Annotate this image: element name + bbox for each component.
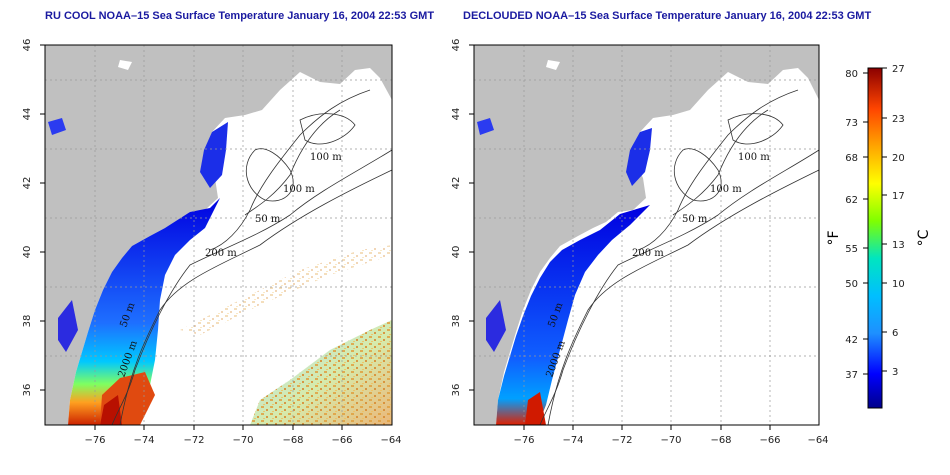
left-lon-tick: −64	[380, 435, 401, 446]
colorbar-c-tick: 17	[892, 191, 905, 202]
left-lat-tick: 36	[22, 384, 33, 397]
colorbar-c-tick: 27	[892, 64, 905, 75]
right-lon-tick: −68	[710, 435, 731, 446]
colorbar-c-tick: 10	[892, 279, 905, 290]
right-lat-tick: 40	[451, 246, 462, 259]
right-map-sst-maine	[626, 128, 652, 186]
left-lon-tick: −72	[183, 435, 204, 446]
right-lat-tick: 38	[451, 315, 462, 328]
right-map-contours	[539, 89, 820, 426]
colorbar-f-tick: 55	[845, 244, 858, 255]
left-map-land	[45, 45, 392, 425]
right-lon-tick: −66	[759, 435, 780, 446]
colorbar-c-tick: 13	[892, 240, 905, 251]
right-map-land	[474, 45, 819, 425]
left-lon-tick: −66	[331, 435, 352, 446]
colorbar-c-tick: 3	[892, 367, 898, 378]
right-lon-tick: −64	[807, 435, 828, 446]
colorbar-celsius-label: °C	[916, 229, 932, 246]
right-lat-tick: 36	[451, 384, 462, 397]
left-lat-tick: 40	[22, 246, 33, 259]
left-map: 100 m 100 m 50 m 200 m 50 m 2000 m −76 −…	[22, 39, 402, 446]
left-contour-label-100b: 100 m	[283, 184, 315, 195]
right-contour-label-100b: 100 m	[710, 184, 742, 195]
right-lat-tick: 44	[451, 108, 462, 121]
colorbar-f-tick: 50	[845, 279, 858, 290]
colorbar-f-tick: 37	[845, 370, 858, 381]
left-map-contours	[111, 89, 393, 426]
left-contour-label-100a: 100 m	[310, 152, 342, 163]
right-contour-label-50a: 50 m	[682, 214, 708, 225]
right-lon-tick: −74	[562, 435, 583, 446]
right-map-title: DECLOUDED NOAA–15 Sea Surface Temperatur…	[463, 10, 872, 22]
left-contour-label-200: 200 m	[205, 248, 237, 259]
colorbar-c-tick: 6	[892, 328, 898, 339]
right-contour-label-100a: 100 m	[738, 152, 770, 163]
left-lat-tick: 46	[22, 39, 33, 52]
right-lat-tick: 42	[451, 177, 462, 190]
left-lon-tick: −74	[133, 435, 154, 446]
colorbar: 80 73 68 62 55 50 42 37 27 23 20 17 13 1…	[826, 64, 932, 409]
colorbar-f-tick: 62	[845, 195, 858, 206]
left-map-title: RU COOL NOAA–15 Sea Surface Temperature …	[45, 10, 435, 22]
colorbar-f-tick: 73	[845, 118, 858, 129]
left-lat-tick: 42	[22, 177, 33, 190]
colorbar-c-tick: 20	[892, 153, 905, 164]
left-lon-tick: −70	[232, 435, 253, 446]
right-lat-tick: 46	[451, 39, 462, 52]
left-lon-tick: −68	[282, 435, 303, 446]
left-map-sst-maine	[200, 122, 228, 188]
colorbar-f-tick: 68	[845, 153, 858, 164]
left-lat-tick: 38	[22, 315, 33, 328]
colorbar-f-tick: 42	[845, 335, 858, 346]
right-map: 100 m 100 m 50 m 200 m 50 m 2000 m −76 −…	[451, 39, 829, 446]
right-lon-tick: −76	[513, 435, 534, 446]
right-lon-tick: −72	[611, 435, 632, 446]
right-map-sst-coastal	[496, 205, 650, 425]
right-contour-label-200: 200 m	[632, 248, 664, 259]
colorbar-fahrenheit-label: °F	[826, 230, 842, 245]
left-contour-label-50a: 50 m	[255, 214, 281, 225]
colorbar-gradient	[867, 67, 883, 409]
right-lon-tick: −70	[660, 435, 681, 446]
colorbar-f-tick: 80	[845, 69, 858, 80]
left-lat-tick: 44	[22, 108, 33, 121]
colorbar-c-tick: 23	[892, 114, 905, 125]
left-lon-tick: −76	[84, 435, 105, 446]
